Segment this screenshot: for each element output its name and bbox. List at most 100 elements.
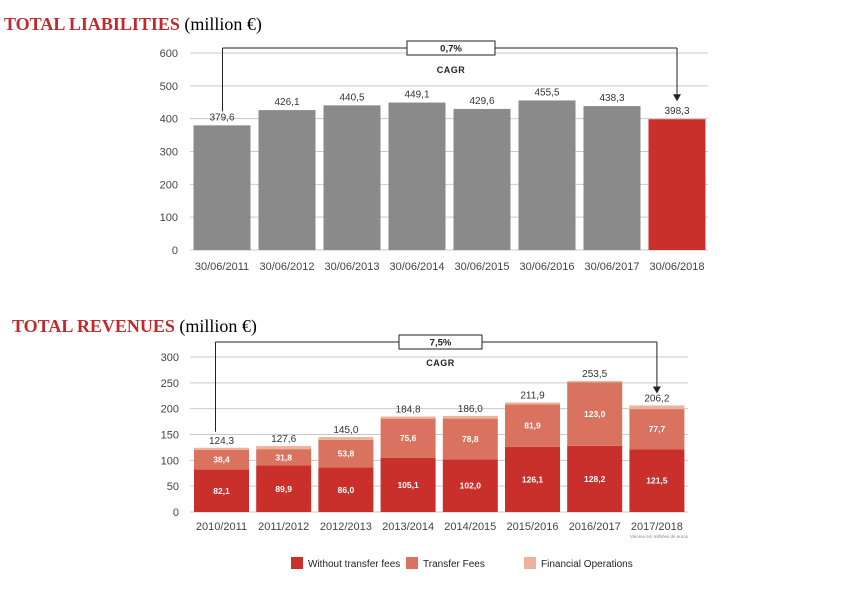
revenues-segment-label: 31,8: [275, 452, 292, 462]
revenues-cagr-box: [398, 334, 483, 350]
revenues-bar-segment: [256, 446, 312, 450]
revenues-segment-label: 81,9: [524, 421, 541, 431]
liabilities-value-label: 449,1: [404, 90, 429, 101]
revenues-bar-segment: [318, 437, 374, 440]
liabilities-bar: [453, 108, 511, 250]
liabilities-xtick-label: 30/06/2012: [259, 261, 314, 273]
revenues-ytick-label: 150: [161, 430, 179, 442]
revenues-bar-segment: [256, 449, 312, 466]
revenues-bar-segment: [567, 382, 623, 446]
liabilities-value-label: 440,5: [339, 92, 364, 103]
revenues-segment-label: 82,1: [213, 486, 230, 496]
liabilities-value-label: 455,5: [534, 87, 559, 98]
revenues-total-label: 186,0: [458, 404, 483, 415]
liabilities-bar: [518, 100, 576, 250]
liabilities-cagr-arrowhead: [673, 94, 681, 102]
revenues-bar-segment: [194, 449, 249, 470]
revenues-bar-segment: [505, 446, 560, 512]
revenues-segment-label: 77,7: [649, 424, 666, 434]
revenues-ytick-label: 200: [161, 404, 179, 416]
revenues-bar-segment: [194, 447, 249, 450]
liabilities-xtick-label: 30/06/2017: [584, 261, 639, 273]
revenues-bar-segment: [380, 418, 436, 458]
liabilities-value-label: 398,3: [664, 106, 689, 117]
revenues-bar-segment: [442, 459, 498, 512]
revenues-title-unit: (million €): [179, 316, 257, 336]
liabilities-title-unit: (million €): [184, 14, 262, 34]
revenues-bar-segment: [505, 402, 560, 405]
revenues-xtick-label: 2011/2012: [258, 521, 309, 533]
liabilities-bar: [583, 106, 641, 251]
revenues-xtick-label: 2012/2013: [320, 521, 372, 533]
revenues-total-label: 211,9: [520, 391, 545, 402]
revenues-total-label: 145,0: [333, 425, 358, 436]
revenues-legend-label: Transfer Fees: [423, 559, 485, 570]
revenues-legend-label: Financial Operations: [541, 559, 633, 570]
revenues-ytick-label: 100: [161, 455, 179, 467]
revenues-cagr-value: 7,5%: [430, 338, 452, 349]
revenues-total-label: 253,5: [582, 369, 607, 380]
liabilities-xtick-label: 30/06/2011: [195, 261, 249, 273]
revenues-bar-segment: [629, 449, 685, 512]
revenues-segment-label: 89,9: [275, 484, 292, 494]
revenues-segment-label: 121,5: [646, 476, 668, 486]
revenues-segment-label: 53,8: [338, 449, 355, 459]
liabilities-xtick-label: 30/06/2018: [649, 261, 704, 273]
revenues-legend-label: Without transfer fees: [308, 559, 400, 570]
revenues-bar-segment: [629, 409, 685, 450]
revenues-legend-swatch: [406, 557, 418, 569]
revenues-bar-segment: [318, 439, 374, 468]
liabilities-cagr-value: 0,7%: [440, 44, 462, 55]
liabilities-bar: [388, 102, 446, 250]
liabilities-title-main: TOTAL LIABILITIES: [4, 14, 180, 34]
revenues-xtick-label: 2017/2018: [631, 521, 683, 533]
revenues-cagr-arrowhead: [652, 386, 661, 394]
revenues-title: TOTAL REVENUES (million €): [12, 316, 257, 337]
revenues-segment-label: 38,4: [213, 455, 230, 465]
liabilities-value-label: 379,6: [209, 112, 234, 123]
revenues-bar-segment: [567, 445, 623, 512]
liabilities-bar: [648, 119, 706, 251]
revenues-xtick-label: 2010/2011: [196, 521, 247, 533]
revenues-bar-segment: [442, 415, 498, 419]
revenues-bar-segment: [567, 381, 623, 383]
revenues-ytick-label: 300: [161, 352, 179, 364]
revenues-segment-label: 123,0: [584, 409, 606, 419]
revenues-bar-segment: [629, 405, 685, 410]
liabilities-value-label: 426,1: [274, 97, 299, 108]
revenues-segment-label: 128,2: [584, 474, 606, 484]
revenues-total-label: 127,6: [271, 434, 296, 445]
revenues-ytick-label: 50: [167, 481, 179, 493]
liabilities-value-label: 438,3: [599, 93, 624, 104]
liabilities-xtick-label: 30/06/2016: [519, 261, 574, 273]
revenues-xtick-label: 2016/2017: [569, 521, 621, 533]
revenues-title-main: TOTAL REVENUES: [12, 316, 175, 336]
revenues-units-note: Valores em milhões de euros: [630, 534, 689, 539]
revenues-segment-label: 78,8: [462, 434, 479, 444]
liabilities-bar: [323, 105, 381, 250]
liabilities-xtick-label: 30/06/2015: [454, 261, 509, 273]
revenues-xtick-label: 2013/2014: [382, 521, 434, 533]
liabilities-bar: [193, 125, 251, 250]
revenues-legend-swatch: [524, 557, 536, 569]
revenues-xtick-label: 2014/2015: [444, 521, 496, 533]
revenues-bar-segment: [318, 467, 374, 512]
liabilities-ytick-label: 600: [160, 48, 178, 60]
revenues-total-label: 184,8: [396, 405, 421, 416]
revenues-bar-segment: [256, 465, 312, 512]
revenues-segment-label: 126,1: [522, 474, 544, 484]
liabilities-ytick-label: 100: [160, 212, 178, 224]
liabilities-xtick-label: 30/06/2013: [324, 261, 379, 273]
revenues-ytick-label: 250: [161, 378, 179, 390]
revenues-segment-label: 105,1: [397, 480, 419, 490]
revenues-total-label: 206,2: [644, 393, 669, 404]
liabilities-ytick-label: 300: [160, 147, 178, 159]
revenues-bar-segment: [380, 416, 436, 419]
liabilities-ytick-label: 200: [160, 179, 178, 191]
revenues-ytick-label: 0: [173, 507, 179, 519]
revenues-bar-segment: [442, 418, 498, 460]
revenues-segment-label: 86,0: [338, 485, 355, 495]
liabilities-ytick-label: 500: [160, 81, 178, 93]
revenues-segment-label: 75,6: [400, 433, 417, 443]
